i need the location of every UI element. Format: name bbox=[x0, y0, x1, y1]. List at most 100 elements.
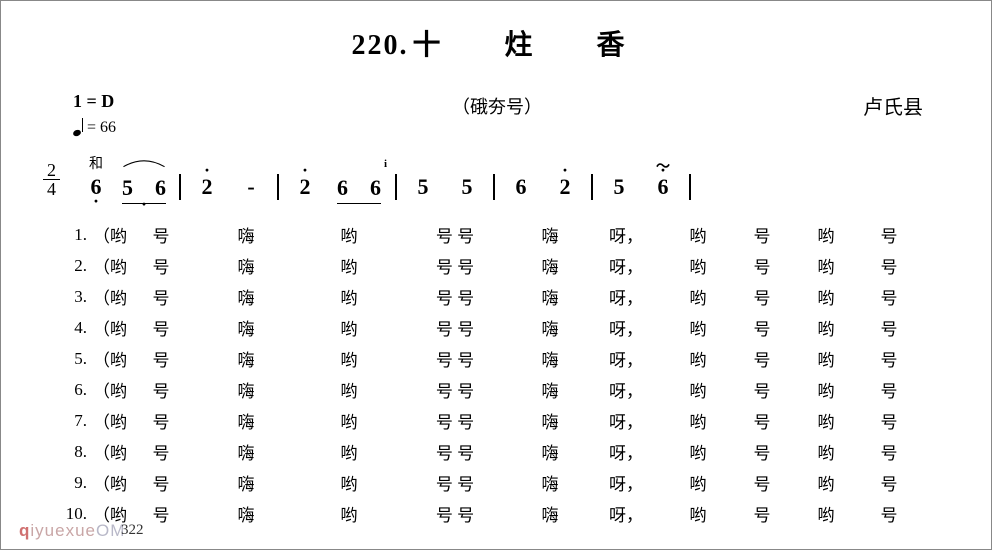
lyric-number: 3. bbox=[43, 287, 89, 307]
lyric-cell: 号 bbox=[859, 253, 919, 278]
notation-row: 65 62-26 6i556256～ bbox=[79, 171, 951, 203]
lyric-cell: 号 号 bbox=[397, 284, 513, 309]
time-signature: 2 4 bbox=[43, 161, 60, 198]
lyric-cell: 哟 bbox=[301, 377, 397, 402]
lyric-cell: 呀， bbox=[587, 315, 665, 340]
lyric-cell: 嗨 bbox=[513, 470, 587, 495]
lyric-cell: 号 bbox=[131, 315, 191, 340]
origin-label: 卢氏县 bbox=[863, 91, 923, 120]
lyric-cell: 号 bbox=[731, 377, 793, 402]
lyric-number: 1. bbox=[43, 225, 89, 245]
lyric-cell: 嗨 bbox=[513, 222, 587, 247]
lyric-row: 1.（哟号嗨哟号 号嗨呀，哟号哟号 bbox=[43, 219, 951, 250]
lyric-cell: （哟 bbox=[89, 470, 131, 495]
lyric-cell: 哟 bbox=[665, 439, 731, 464]
lyric-cell: 嗨 bbox=[513, 315, 587, 340]
lyric-cell: 哟 bbox=[301, 253, 397, 278]
notation-cell: 2 bbox=[543, 174, 587, 200]
lyric-cell: 嗨 bbox=[191, 439, 301, 464]
tempo: = 66 bbox=[73, 119, 116, 137]
lyric-cell: 哟 bbox=[665, 222, 731, 247]
lyric-cell: 呀， bbox=[587, 346, 665, 371]
lyric-cell: 哟 bbox=[301, 501, 397, 526]
lyric-cell: 嗨 bbox=[513, 501, 587, 526]
lyric-cell: 哟 bbox=[793, 408, 859, 433]
lyric-cell: （哟 bbox=[89, 284, 131, 309]
lyric-cell: 哟 bbox=[793, 377, 859, 402]
lyric-cell: 嗨 bbox=[513, 377, 587, 402]
lyric-cell: 嗨 bbox=[191, 377, 301, 402]
lyric-cell: 号 bbox=[731, 470, 793, 495]
lyric-cell: （哟 bbox=[89, 408, 131, 433]
lyric-row: 9.（哟号嗨哟号 号嗨呀，哟号哟号 bbox=[43, 467, 951, 498]
lyric-row: 8.（哟号嗨哟号 号嗨呀，哟号哟号 bbox=[43, 436, 951, 467]
barline bbox=[277, 174, 279, 200]
song-title: 220.十 炷 香 bbox=[1, 23, 992, 63]
lyric-cell: 号 号 bbox=[397, 408, 513, 433]
lyric-cell: （哟 bbox=[89, 439, 131, 464]
lyric-cell: 嗨 bbox=[191, 470, 301, 495]
lyric-cell: 嗨 bbox=[191, 284, 301, 309]
lyric-cell: 哟 bbox=[793, 315, 859, 340]
notation-cell: 5 bbox=[445, 174, 489, 200]
lyric-cell: 呀， bbox=[587, 377, 665, 402]
lyric-cell: 号 bbox=[731, 501, 793, 526]
lyric-cell: 嗨 bbox=[513, 346, 587, 371]
lyric-number: 9. bbox=[43, 473, 89, 493]
lyric-cell: 哟 bbox=[665, 408, 731, 433]
lyric-cell: 号 号 bbox=[397, 377, 513, 402]
barline bbox=[591, 174, 593, 200]
lyric-cell: 号 bbox=[131, 439, 191, 464]
lyric-cell: 号 bbox=[731, 439, 793, 464]
lyric-row: 6.（哟号嗨哟号 号嗨呀，哟号哟号 bbox=[43, 374, 951, 405]
lyric-cell: 号 bbox=[131, 284, 191, 309]
lyric-cell: 号 bbox=[859, 222, 919, 247]
lyric-number: 6. bbox=[43, 380, 89, 400]
lyric-cell: 号 bbox=[731, 315, 793, 340]
lyric-cell: 嗨 bbox=[513, 439, 587, 464]
song-subtitle: （硪夯号） bbox=[1, 93, 992, 119]
lyric-cell: 嗨 bbox=[513, 253, 587, 278]
notation-cell: 6 bbox=[499, 174, 543, 200]
lyric-cell: 号 bbox=[859, 284, 919, 309]
lyric-cell: 嗨 bbox=[191, 501, 301, 526]
lyric-cell: 嗨 bbox=[191, 346, 301, 371]
notation-cell: 6 bbox=[79, 174, 113, 200]
lyric-cell: 哟 bbox=[665, 284, 731, 309]
barline bbox=[689, 174, 691, 200]
lyric-cell: 哟 bbox=[793, 284, 859, 309]
lyric-cell: 哟 bbox=[665, 315, 731, 340]
notation-cell: 6～ bbox=[641, 174, 685, 200]
lyrics-block: 1.（哟号嗨哟号 号嗨呀，哟号哟号2.（哟号嗨哟号 号嗨呀，哟号哟号3.（哟号嗨… bbox=[43, 219, 951, 529]
lyric-number: 2. bbox=[43, 256, 89, 276]
lyric-cell: 哟 bbox=[301, 315, 397, 340]
lyric-cell: 号 bbox=[731, 346, 793, 371]
song-title-text: 十 炷 香 bbox=[412, 30, 642, 61]
lyric-cell: 号 bbox=[859, 346, 919, 371]
lyric-number: 5. bbox=[43, 349, 89, 369]
lyric-number: 4. bbox=[43, 318, 89, 338]
lyric-cell: 哟 bbox=[301, 408, 397, 433]
barline bbox=[179, 174, 181, 200]
lyric-cell: 呀， bbox=[587, 222, 665, 247]
lyric-cell: 号 bbox=[131, 408, 191, 433]
lyric-cell: 号 号 bbox=[397, 501, 513, 526]
lyric-cell: 号 bbox=[731, 222, 793, 247]
lyric-cell: 号 号 bbox=[397, 439, 513, 464]
lyric-cell: 号 bbox=[859, 470, 919, 495]
lyric-cell: 哟 bbox=[665, 346, 731, 371]
lyric-cell: 号 bbox=[131, 346, 191, 371]
page-number: 322 bbox=[121, 522, 144, 539]
notation-cell: 2 bbox=[283, 174, 327, 200]
notation-cell: 2 bbox=[185, 174, 229, 200]
lyric-cell: 哟 bbox=[301, 346, 397, 371]
lyric-cell: 哟 bbox=[793, 439, 859, 464]
lyric-cell: 嗨 bbox=[513, 408, 587, 433]
lyric-cell: 哟 bbox=[301, 470, 397, 495]
lyric-number: 7. bbox=[43, 411, 89, 431]
lyric-row: 7.（哟号嗨哟号 号嗨呀，哟号哟号 bbox=[43, 405, 951, 436]
lyric-cell: （哟 bbox=[89, 377, 131, 402]
lyric-cell: 哟 bbox=[301, 222, 397, 247]
lyric-cell: 号 bbox=[131, 377, 191, 402]
lyric-cell: 号 bbox=[131, 222, 191, 247]
